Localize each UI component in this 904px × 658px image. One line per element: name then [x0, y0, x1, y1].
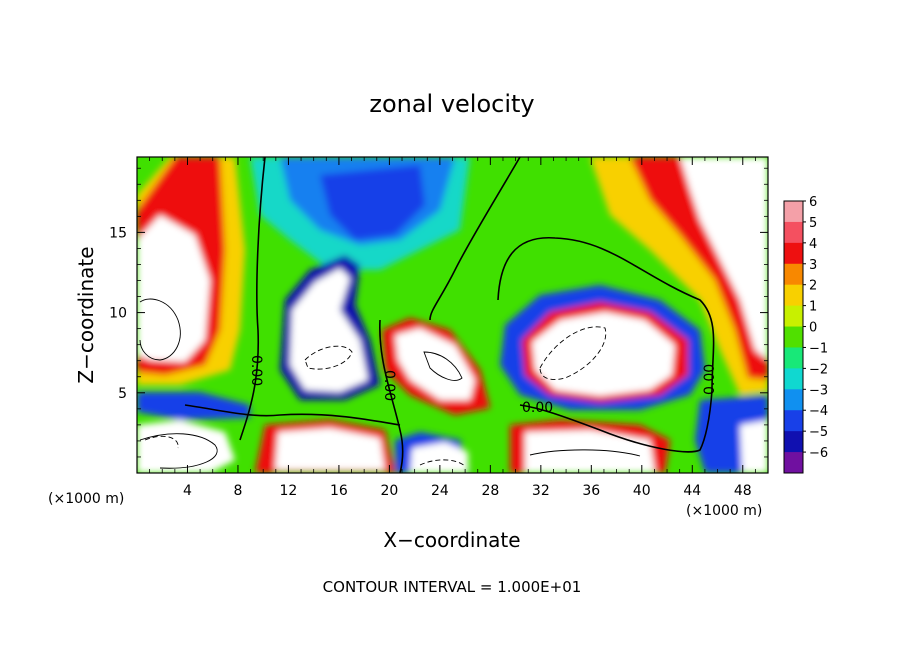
field-region-bottom-white2 [410, 442, 468, 473]
contour-label-farright: 0.00 [702, 364, 718, 395]
x-tick-label: 12 [280, 483, 298, 499]
colorbar-label: −1 [809, 341, 828, 356]
colorbar-label: −3 [809, 383, 828, 398]
colorbar-swatch [784, 263, 803, 286]
x-ticks: 4 8 12 16 20 24 28 32 36 40 44 48 [149, 157, 756, 499]
colorbar-label: 2 [809, 279, 817, 294]
x-tick-label: 20 [380, 483, 398, 499]
field-region-center-white [290, 268, 368, 392]
x-tick-label: 44 [683, 483, 701, 499]
colorbar-label: 0 [809, 321, 817, 336]
x-tick-label: 8 [233, 483, 242, 499]
contour-bottom-loop [139, 433, 218, 469]
colorbar-label: −2 [809, 362, 828, 377]
colorbar-label: 3 [809, 258, 817, 273]
contour-neg-bottom2 [419, 459, 466, 467]
x-tick-label: 36 [582, 483, 600, 499]
colorbar-swatch [784, 305, 803, 328]
contour-left-loop [139, 298, 181, 361]
x-unit-left: (×1000 m) [48, 491, 124, 507]
colorbar-frame [783, 200, 804, 474]
x-tick-label: 28 [481, 483, 499, 499]
colorbar-label: 4 [809, 237, 817, 252]
colorbar-swatch [784, 284, 803, 307]
contour-neg-center [304, 345, 353, 370]
colorbar-swatch [784, 326, 803, 348]
colorbar-swatch [784, 347, 803, 369]
colorbar-swatch [784, 221, 803, 244]
contour-lines [184, 157, 715, 473]
x-tick-label: 40 [633, 483, 651, 499]
plot-area: 0.00 0.00 0.00 0.00 [137, 157, 768, 473]
colorbar-swatch [784, 431, 803, 453]
contour-lines-thin [139, 298, 641, 469]
contour-label-right: 0.00 [522, 400, 553, 416]
contour-label-left: 0.00 [248, 355, 264, 386]
colorbar-swatch [784, 410, 803, 432]
colorbar-swatch [784, 201, 803, 223]
field-region-left-white [137, 215, 210, 362]
contour-lines-dashed [144, 326, 607, 467]
colorbar-swatch [784, 368, 803, 390]
contour-interval-note: CONTOUR INTERVAL = 1.000E+01 [323, 578, 582, 596]
x-axis-title: X−coordinate [383, 528, 520, 552]
y-ticks: 5 10 15 [109, 167, 768, 458]
contour-zero-left [239, 157, 266, 441]
colorbar-label: −4 [809, 404, 828, 419]
chart-title: zonal velocity [369, 90, 534, 118]
colorbar-swatch [784, 452, 803, 474]
colorbar-label: 5 [809, 216, 817, 231]
field-region-bottom-white3 [525, 430, 655, 473]
contour-mid-loop [423, 351, 463, 381]
x-tick-label: 16 [330, 483, 348, 499]
contour-zero-lower [184, 404, 401, 426]
x-tick-label: 48 [734, 483, 752, 499]
field-region-bottom-white1 [275, 428, 385, 470]
y-tick-label: 10 [109, 306, 127, 322]
y-tick-label: 5 [118, 386, 127, 402]
velocity-field [137, 157, 768, 473]
colorbar-swatch [784, 242, 803, 265]
colorbar-label: −6 [809, 446, 828, 461]
field-region-bottom-right-white [740, 420, 768, 473]
field-region-upper-darkblue [320, 165, 425, 240]
x-tick-label: 4 [183, 483, 192, 499]
field-region-farright-white [680, 157, 768, 360]
colorbar: 6 5 4 3 2 1 0 −1 −2 −3 −4 −5 −6 [783, 195, 828, 474]
x-tick-label: 32 [532, 483, 550, 499]
contour-zero-right-loop [429, 157, 715, 453]
y-tick-label: 15 [109, 225, 127, 241]
contour-neg-right [539, 326, 607, 380]
x-tick-label: 24 [431, 483, 449, 499]
contour-bottom-loop2 [529, 449, 641, 457]
colorbar-label: −5 [809, 425, 828, 440]
contour-neg-bottom [144, 435, 179, 449]
colorbar-label: 6 [809, 195, 817, 210]
x-unit-right: (×1000 m) [686, 503, 762, 519]
colorbar-label: 1 [809, 300, 817, 315]
contour-label-center: 0.00 [381, 370, 397, 401]
y-axis-title: Z−coordinate [74, 246, 98, 383]
colorbar-swatch [784, 389, 803, 411]
field-region-right-white [532, 312, 675, 396]
field-region-midright-white [395, 328, 475, 400]
